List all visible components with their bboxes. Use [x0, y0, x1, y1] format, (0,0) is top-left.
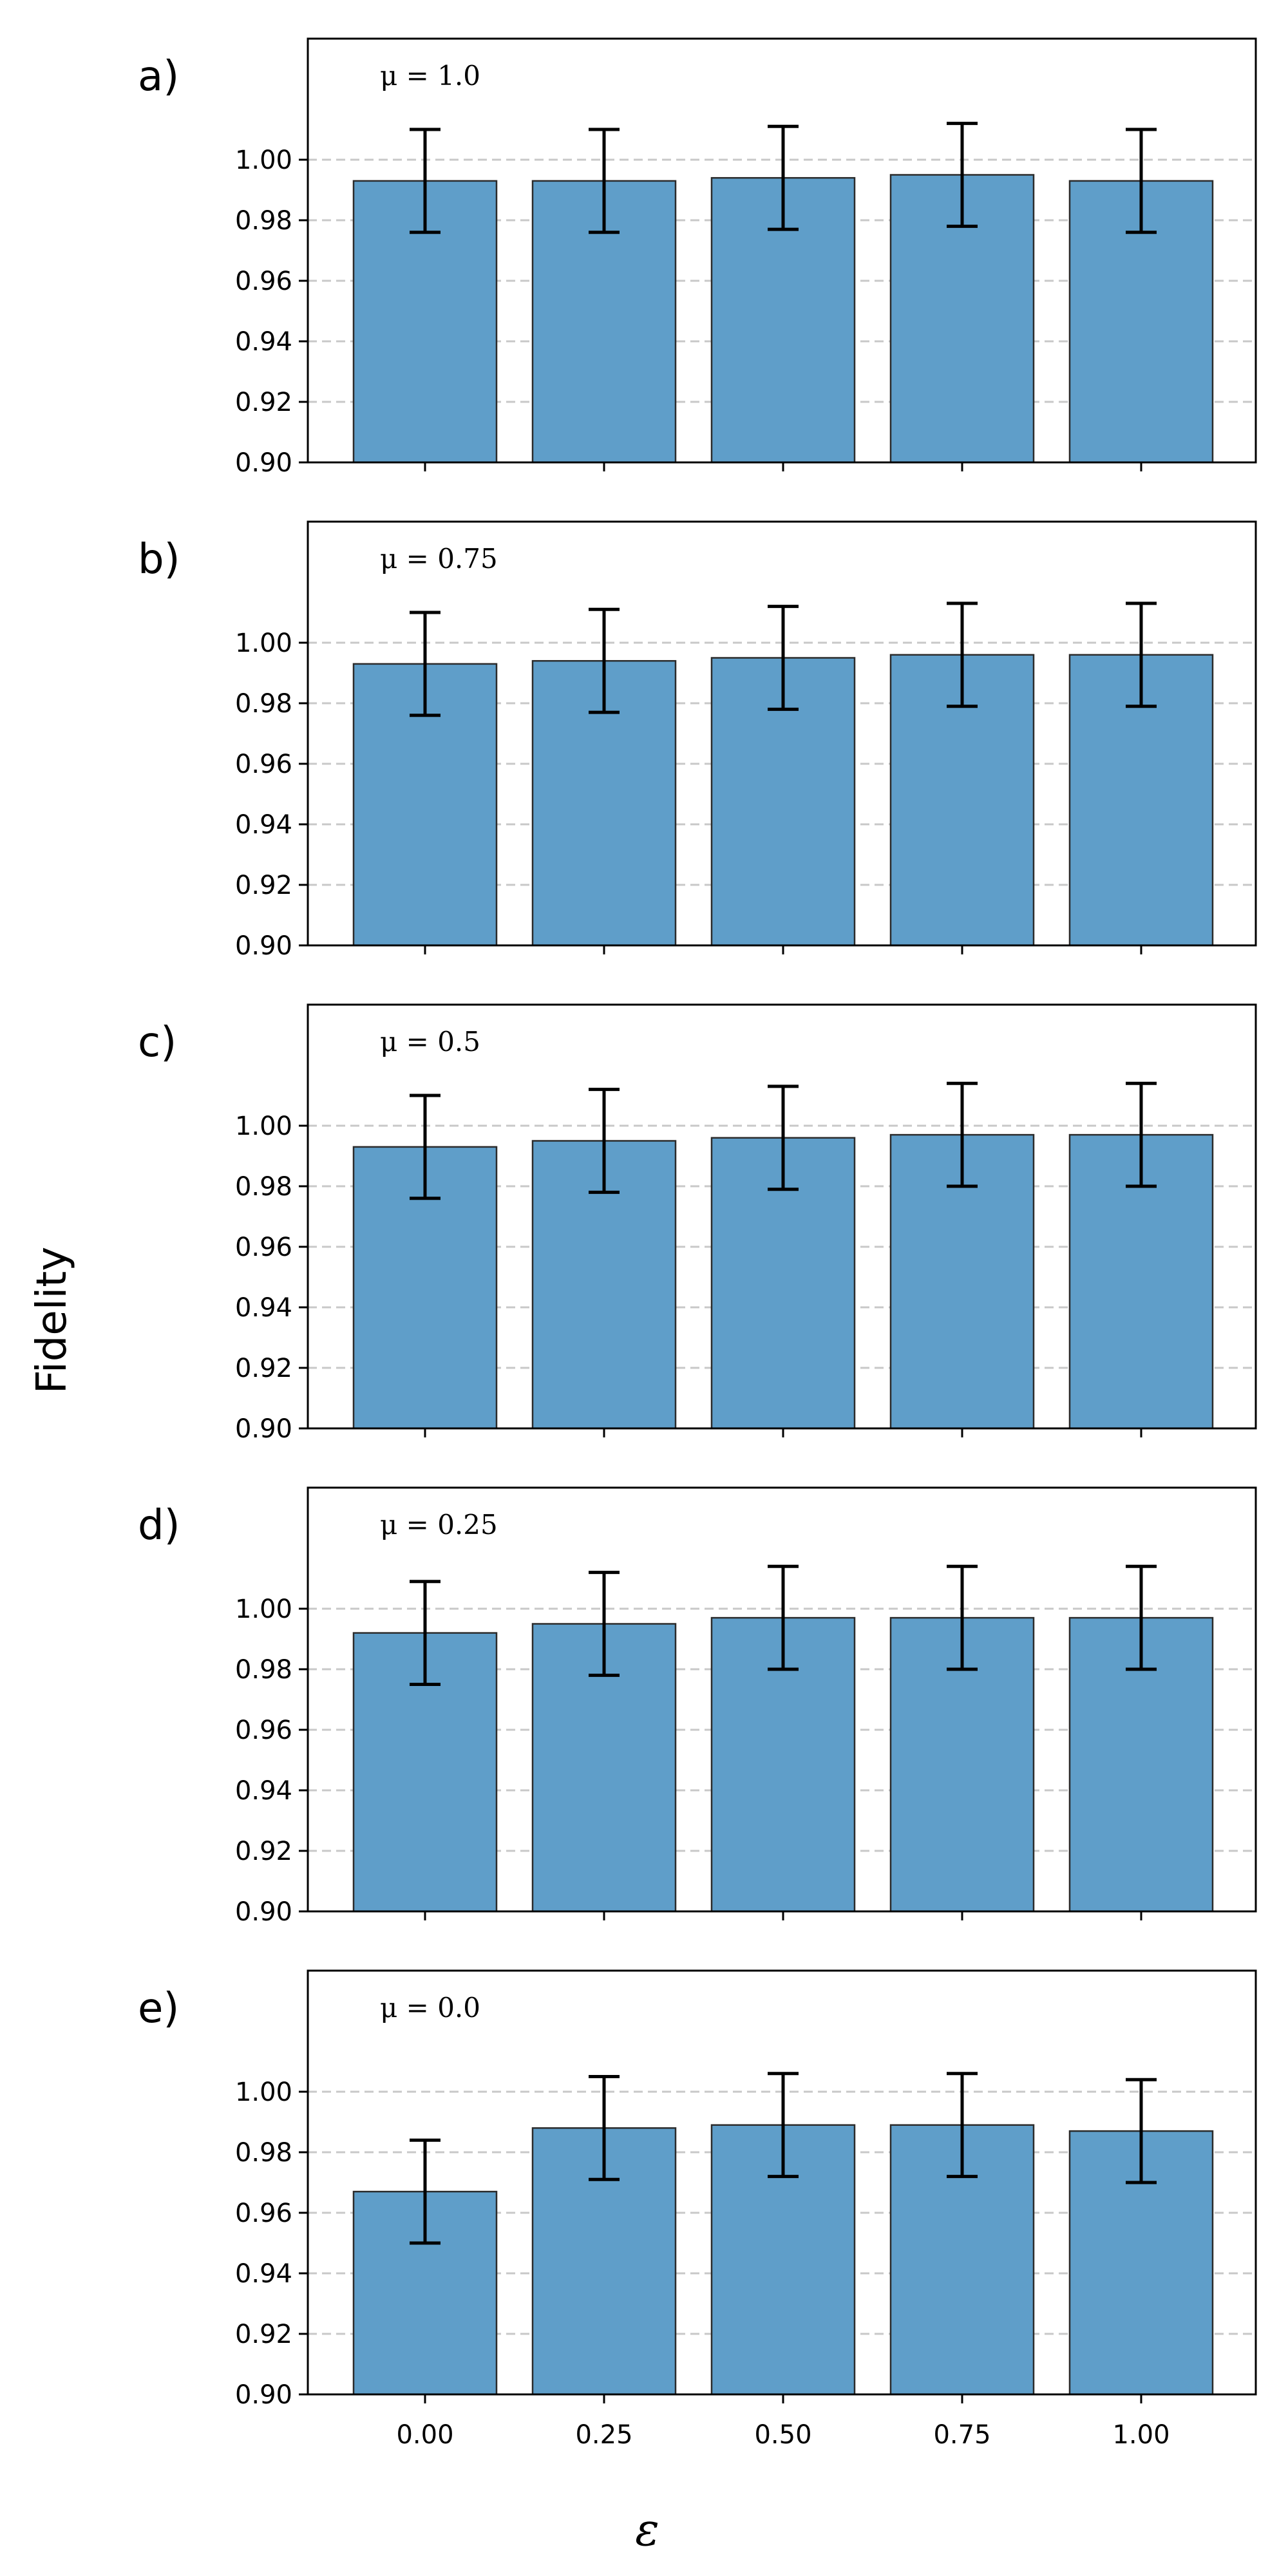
y-tick-label: 0.90 — [235, 2380, 292, 2410]
panel-b: 0.90 0.92 0.94 0.96 0.98 1.00 b) μ = 0.75 — [138, 520, 1257, 961]
y-tick-label: 0.92 — [235, 1354, 292, 1383]
y-tick-label: 0.96 — [235, 750, 292, 779]
panel-d: 0.90 0.92 0.94 0.96 0.98 1.00 d) μ = 0.25 — [138, 1486, 1257, 1927]
panel-label: c) — [138, 1019, 176, 1066]
axes-frame — [307, 1003, 1257, 1430]
mu-annotation: μ = 0.75 — [380, 543, 498, 574]
y-tick-label: 0.92 — [235, 2320, 292, 2349]
y-tick-label: 0.92 — [235, 1837, 292, 1866]
y-tick-label: 0.98 — [235, 206, 292, 236]
panel-label: d) — [138, 1502, 180, 1549]
axes-frame — [307, 1486, 1257, 1913]
y-tick-label: 1.00 — [235, 2078, 292, 2107]
y-tick-label: 0.92 — [235, 871, 292, 900]
panels: 0.900.920.940.960.981.00a) μ = 1.00.900.9… — [138, 37, 1257, 2450]
panel-c: 0.90 0.92 0.94 0.96 0.98 1.00 c) μ = 0.5 — [138, 1003, 1257, 1444]
axes-frame — [307, 520, 1257, 947]
x-tick-label: 0.75 — [933, 2420, 990, 2450]
mu-annotation: μ = 1.0 — [380, 60, 480, 91]
mu-annotation: μ = 0.5 — [380, 1026, 480, 1057]
x-tick-label: 0.25 — [575, 2420, 632, 2450]
y-tick-label: 0.90 — [235, 1897, 292, 1927]
y-tick-label: 0.98 — [235, 1655, 292, 1685]
y-tick-label: 0.90 — [235, 448, 292, 478]
x-tick-label: 1.00 — [1112, 2420, 1170, 2450]
mu-annotation: μ = 0.0 — [380, 1992, 480, 2023]
y-tick-label: 0.94 — [235, 1293, 292, 1323]
y-tick-label: 0.94 — [235, 810, 292, 840]
y-tick-label: 0.92 — [235, 388, 292, 417]
y-tick-label: 0.98 — [235, 2138, 292, 2168]
y-tick-label: 1.00 — [235, 146, 292, 175]
y-tick-label: 0.98 — [235, 1172, 292, 1202]
panel-a: 0.90 0.92 0.94 0.96 0.98 1.00 a) μ = 1.0 — [138, 37, 1257, 478]
y-tick-label: 0.96 — [235, 1233, 292, 1262]
y-tick-label: 0.94 — [235, 2259, 292, 2289]
panel-e: 0.90 0.92 0.94 0.96 0.98 1.00 0.00 0.25 0.50 0.75… — [138, 1969, 1257, 2450]
panel-label: e) — [138, 1985, 179, 2032]
y-tick-label: 0.96 — [235, 1716, 292, 1745]
x-tick-label: 0.00 — [396, 2420, 453, 2450]
y-tick-label: 0.98 — [235, 689, 292, 719]
y-tick-label: 0.90 — [235, 931, 292, 961]
x-tick-label: 0.50 — [754, 2420, 811, 2450]
mu-annotation: μ = 0.25 — [380, 1509, 498, 1540]
panel-label: a) — [138, 53, 179, 100]
y-axis-label: Fidelity — [28, 1247, 76, 1394]
axes-frame — [307, 1969, 1257, 2396]
y-tick-label: 1.00 — [235, 1112, 292, 1141]
y-tick-label: 0.94 — [235, 327, 292, 357]
x-axis-label: ε — [635, 2503, 659, 2556]
y-tick-label: 0.96 — [235, 2199, 292, 2228]
y-tick-label: 0.90 — [235, 1414, 292, 1444]
panel-label: b) — [138, 536, 180, 583]
axes-frame — [307, 37, 1257, 464]
y-tick-label: 1.00 — [235, 629, 292, 658]
y-tick-label: 1.00 — [235, 1595, 292, 1624]
y-tick-label: 0.94 — [235, 1776, 292, 1806]
y-tick-label: 0.96 — [235, 267, 292, 296]
